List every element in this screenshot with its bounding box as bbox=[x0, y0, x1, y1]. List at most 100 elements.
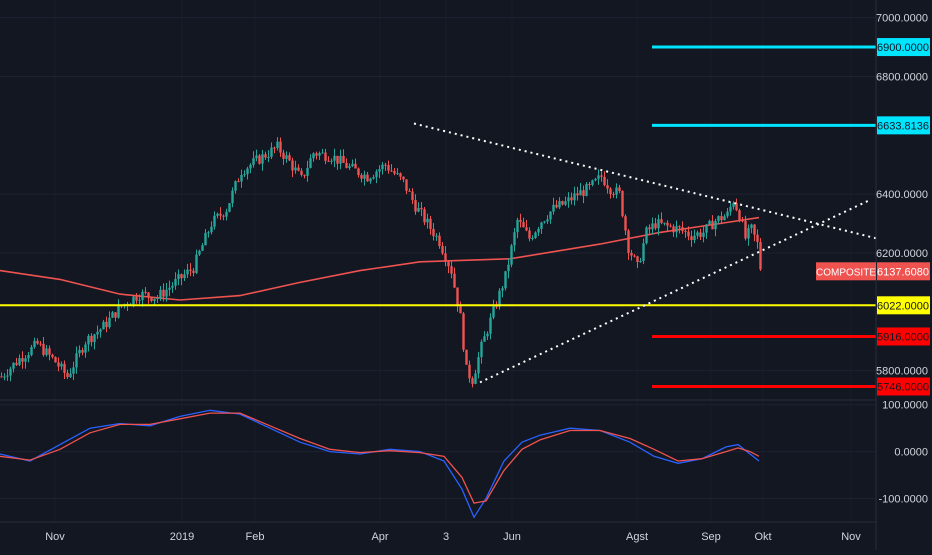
candle-body bbox=[699, 232, 702, 237]
candle-body bbox=[165, 289, 168, 297]
candle-body bbox=[222, 215, 225, 217]
candle-body bbox=[600, 175, 603, 177]
trendline[interactable] bbox=[413, 122, 877, 240]
candle-body bbox=[192, 270, 195, 273]
candle-body bbox=[504, 271, 507, 289]
candle-body bbox=[654, 223, 657, 229]
candle-body bbox=[339, 155, 342, 164]
time-tick-label: Sep bbox=[701, 531, 721, 543]
candle-body bbox=[486, 333, 489, 337]
candle-body bbox=[408, 190, 411, 192]
candle-body bbox=[501, 288, 504, 291]
candle-body bbox=[255, 155, 258, 159]
candle-body bbox=[270, 147, 273, 157]
candle-body bbox=[678, 226, 681, 228]
candle-body bbox=[0, 376, 3, 378]
candle-body bbox=[378, 169, 381, 172]
candle-body bbox=[633, 255, 636, 257]
candle-body bbox=[105, 321, 108, 328]
candle-body bbox=[369, 178, 372, 182]
candle-body bbox=[234, 181, 237, 191]
candle-body bbox=[603, 176, 606, 186]
candle-body bbox=[630, 252, 633, 256]
ma-line bbox=[0, 216, 760, 301]
candle-body bbox=[84, 344, 87, 353]
candle-body bbox=[471, 378, 474, 384]
candle-body bbox=[93, 334, 96, 343]
candle-body bbox=[204, 232, 207, 246]
candle-body bbox=[498, 290, 501, 307]
candle-body bbox=[669, 225, 672, 227]
candle-body bbox=[666, 222, 669, 226]
candle-body bbox=[705, 224, 708, 233]
level-price-label: 5916.0000 bbox=[877, 331, 929, 343]
candle-body bbox=[693, 235, 696, 241]
candle-body bbox=[732, 203, 735, 207]
candle-body bbox=[690, 236, 693, 241]
candle-body bbox=[480, 341, 483, 358]
candle-body bbox=[516, 219, 519, 233]
candle-body bbox=[489, 317, 492, 334]
time-axis[interactable]: Nov 2019 Feb Apr 3 Jun Agst Sep Okt Nov bbox=[45, 531, 861, 543]
candle-body bbox=[3, 376, 6, 378]
candle-body bbox=[354, 163, 357, 169]
candle-body bbox=[726, 211, 729, 217]
candle-body bbox=[198, 250, 201, 255]
candle-body bbox=[579, 190, 582, 196]
candle-body bbox=[534, 232, 537, 238]
candle-body bbox=[747, 228, 750, 239]
candle-body bbox=[387, 165, 390, 171]
candle-body bbox=[237, 181, 240, 183]
trendlines[interactable] bbox=[413, 122, 877, 384]
candle-body bbox=[243, 174, 246, 176]
candle-body bbox=[309, 158, 312, 168]
price-axis[interactable]: 7000.0000 6800.0000 6400.0000 6200.0000 5800… bbox=[876, 13, 928, 506]
level-price-tag bbox=[877, 38, 930, 57]
candle-body bbox=[258, 155, 261, 164]
candle-body bbox=[444, 253, 447, 262]
candle-body bbox=[549, 211, 552, 220]
candle-body bbox=[519, 219, 522, 223]
candle-body bbox=[624, 216, 627, 231]
horizontal-levels[interactable] bbox=[0, 45, 876, 388]
candle-body bbox=[393, 171, 396, 174]
candle-body bbox=[561, 201, 564, 205]
candle-body bbox=[756, 234, 759, 243]
candle-body bbox=[450, 266, 453, 274]
candle-body bbox=[225, 211, 228, 217]
candle-body bbox=[294, 167, 297, 171]
candle-body bbox=[195, 254, 198, 273]
candle-body bbox=[360, 175, 363, 179]
candle-body bbox=[675, 226, 678, 233]
osc-tick-label: 100.0000 bbox=[882, 400, 928, 412]
candle-body bbox=[219, 213, 222, 216]
candle-body bbox=[60, 363, 63, 367]
candle-body bbox=[306, 167, 309, 176]
candle-body bbox=[612, 194, 615, 196]
level-price-tag bbox=[877, 327, 930, 346]
candle-body bbox=[381, 164, 384, 170]
candle-body bbox=[744, 221, 747, 239]
candle-body bbox=[717, 216, 720, 221]
candle-body bbox=[213, 215, 216, 227]
candle-body bbox=[297, 167, 300, 171]
candle-body bbox=[207, 232, 210, 234]
candle-body bbox=[639, 260, 642, 263]
last-price-tag bbox=[877, 262, 930, 281]
time-tick-label: Agst bbox=[626, 531, 648, 543]
price-tick-label: 6400.0000 bbox=[876, 189, 928, 201]
time-tick-label: Feb bbox=[246, 531, 265, 543]
candle-body bbox=[48, 348, 51, 355]
candle-body bbox=[396, 173, 399, 175]
candle-body bbox=[372, 177, 375, 179]
candle-body bbox=[150, 297, 153, 301]
candle-body bbox=[303, 174, 306, 176]
candle-body bbox=[585, 184, 588, 196]
candle-body bbox=[327, 160, 330, 162]
candle-body bbox=[522, 222, 525, 228]
candle-body bbox=[687, 231, 690, 237]
candle-body bbox=[645, 227, 648, 244]
time-tick-label: 2019 bbox=[170, 531, 194, 543]
